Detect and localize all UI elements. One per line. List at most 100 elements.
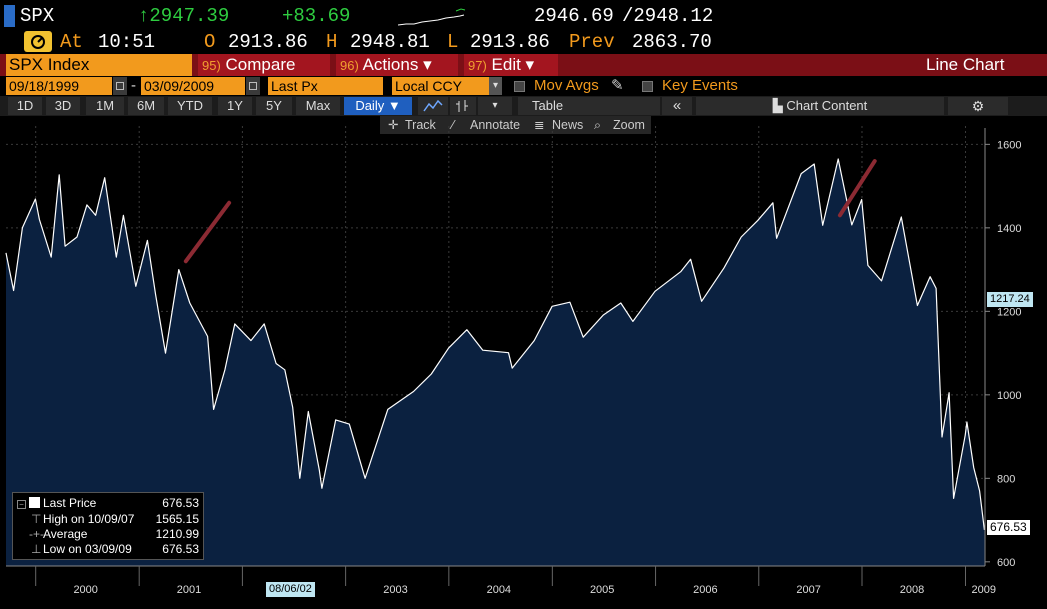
last-value-tag: 676.53 (987, 520, 1030, 535)
year-tick-label: 2004 (487, 584, 511, 596)
key-events-label: Key Events (662, 77, 738, 94)
end-date-field[interactable]: 03/09/2009 (141, 77, 245, 95)
actions-label: Actions ▾ (362, 55, 432, 74)
frequency-dropdown[interactable]: Daily ▼ (344, 97, 412, 115)
legend-low: 676.53 (162, 542, 199, 556)
range-button-ytd[interactable]: YTD (168, 97, 212, 115)
range-button-6m[interactable]: 6M (128, 97, 164, 115)
quote-open: 2913.86 (228, 31, 308, 53)
legend-high: 1565.15 (155, 512, 199, 526)
range-button-1m[interactable]: 1M (86, 97, 124, 115)
prev-label: Prev (569, 31, 615, 53)
range-button-5y[interactable]: 5Y (256, 97, 292, 115)
currency-selector[interactable]: Local CCY (392, 77, 496, 95)
chart-annotations (183, 159, 877, 264)
track-button[interactable]: Track (405, 118, 436, 132)
year-tick-label: 2009 (971, 584, 995, 596)
trendline-annotation (183, 200, 232, 264)
pencil-icon: ⁄ (452, 118, 455, 132)
actions-button[interactable]: 96) Actions ▾ (336, 54, 458, 76)
news-icon: ≣ (534, 118, 545, 132)
legend-last-price: 676.53 (162, 496, 199, 510)
quote-time: 10:51 (98, 31, 156, 53)
legend-low-label: Low on 03/09/09 (43, 542, 132, 556)
quote-prev: 2863.70 (632, 31, 712, 53)
price-tick-label: 1600 (997, 139, 1021, 151)
average-marker-icon: -+- (29, 527, 44, 541)
mov-avgs-checkbox[interactable] (514, 81, 525, 92)
zoom-button[interactable]: Zoom (613, 118, 645, 132)
quote-line-1: SPX ↑2947.39 +83.69 2946.69 /2948.12 (0, 0, 1047, 28)
chart-content-icon: ▙ (772, 98, 783, 113)
security-marker (4, 5, 15, 27)
range-button-3d[interactable]: 3D (46, 97, 80, 115)
chart-type-dropdown-icon[interactable]: ▾ (478, 97, 512, 115)
quote-high: 2948.81 (350, 31, 430, 53)
legend-high-label: High on 10/09/07 (43, 512, 135, 526)
crosshair-icon: ✛ (388, 118, 399, 132)
range-button-max[interactable]: Max (296, 97, 340, 115)
year-tick-label: 2000 (73, 584, 97, 596)
bar-chart-icon[interactable] (450, 97, 476, 115)
price-tick-label: 1000 (997, 390, 1021, 402)
year-tick-label: 2003 (383, 584, 407, 596)
security-field[interactable]: SPX Index (6, 54, 192, 76)
high-label: H (326, 31, 338, 53)
trendline-annotation (837, 159, 877, 218)
crosshair-price-tag: 1217.24 (987, 292, 1033, 307)
year-tick-label: 2001 (177, 584, 201, 596)
open-label: O (204, 31, 216, 53)
price-series (5, 158, 985, 566)
collapse-legend-icon[interactable]: − (17, 500, 26, 509)
crosshair-date-tag: 08/06/02 (266, 582, 315, 597)
news-button[interactable]: News (552, 118, 584, 132)
edit-number: 97) (468, 58, 487, 73)
range-button-1d[interactable]: 1D (8, 97, 42, 115)
range-button-1y[interactable]: 1Y (218, 97, 252, 115)
field-selector[interactable]: Last Px (268, 77, 383, 95)
price-axis: 600 800 1000 1200 1400 1600 (984, 128, 1021, 569)
compare-button[interactable]: 95) Compare (198, 54, 330, 76)
compare-label: Compare (225, 55, 296, 74)
year-tick-label: 2007 (796, 584, 820, 596)
chart-content-label: Chart Content (786, 98, 868, 113)
date-separator: - (131, 77, 136, 94)
price-area (6, 159, 985, 566)
settings-row: 09/18/1999 - 03/09/2009 Last Px Local CC… (0, 76, 1047, 96)
quote-low: 2913.86 (470, 31, 550, 53)
chart-tools-row: ✛ Track ⁄ Annotate ≣ News ⌕ Zoom (380, 116, 651, 134)
start-date-field[interactable]: 09/18/1999 (6, 77, 112, 95)
intraday-sparkline (398, 8, 466, 26)
quote-last: ↑2947.39 (138, 5, 230, 27)
table-button[interactable]: Table (518, 97, 660, 115)
quote-change: +83.69 (282, 5, 351, 27)
chart-legend[interactable]: − Last Price 676.53 ⊤ High on 10/09/07 1… (12, 492, 204, 560)
key-events-checkbox[interactable] (642, 81, 653, 92)
price-tick-label: 1200 (997, 306, 1021, 318)
calendar-icon[interactable] (113, 77, 127, 95)
price-tick-label: 800 (997, 473, 1015, 485)
edit-button[interactable]: 97) Edit ▾ (464, 54, 558, 76)
chevron-down-icon[interactable]: ▾ (489, 77, 502, 95)
date-axis: 2000200120022003200420052006200720082009 (6, 565, 996, 596)
line-chart-icon[interactable] (418, 97, 448, 115)
price-tick-label: 1400 (997, 223, 1021, 235)
quote-ask: /2948.12 (622, 5, 714, 27)
actions-number: 96) (340, 58, 359, 73)
quote-bid: 2946.69 (534, 5, 614, 27)
mov-avgs-label: Mov Avgs (534, 77, 599, 94)
chart-content-button[interactable]: ▙ Chart Content (696, 97, 944, 115)
quote-line-2: At 10:51 O 2913.86 H 2948.81 L 2913.86 P… (0, 28, 1047, 54)
range-row: 1D 3D 1M 6M YTD 1Y 5Y Max Daily ▼ ▾ Tabl… (0, 96, 1047, 116)
legend-average: 1210.99 (155, 527, 199, 541)
price-line (5, 158, 985, 530)
pencil-icon[interactable]: ✎ (611, 77, 624, 94)
annotate-button[interactable]: Annotate (470, 118, 521, 132)
collapse-icon[interactable]: « (662, 97, 692, 115)
year-tick-label: 2008 (900, 584, 924, 596)
low-marker-icon: ⊥ (31, 542, 42, 556)
compare-number: 95) (202, 58, 221, 73)
gear-icon[interactable]: ⚙ (948, 97, 1008, 115)
calendar-icon[interactable] (246, 77, 260, 95)
